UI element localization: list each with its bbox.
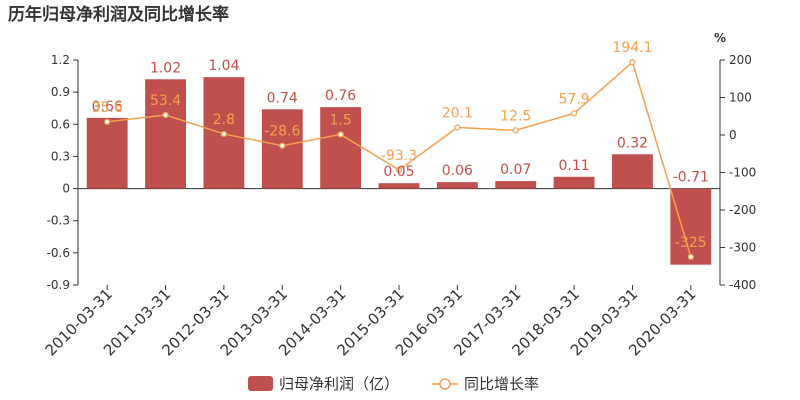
legend-line-marker <box>439 378 451 390</box>
growth-point <box>220 130 228 138</box>
legend: 归母净利润（亿） 同比增长率 <box>248 375 539 393</box>
right-axis-unit: % <box>714 31 726 45</box>
growth-point <box>687 253 694 260</box>
left-tick-label: 0.9 <box>51 85 70 99</box>
growth-value-label: -28.6 <box>264 124 300 140</box>
right-tick-label: 200 <box>729 53 752 67</box>
growth-point <box>337 131 344 138</box>
bar-value-label: 1.02 <box>150 60 181 76</box>
left-tick-label: 0.6 <box>51 117 70 131</box>
bar-value-label: 0.66 <box>92 99 123 115</box>
right-tick-label: -100 <box>729 166 756 180</box>
growth-value-label: 35.6 <box>92 100 123 116</box>
growth-point <box>512 127 519 134</box>
left-tick-label: 1.2 <box>51 53 70 67</box>
bar <box>670 188 712 265</box>
growth-point <box>454 124 461 131</box>
growth-line-series <box>104 59 694 260</box>
right-tick-label: 100 <box>729 91 752 105</box>
right-tick-label: 0 <box>729 128 737 142</box>
bar-value-label: 0.05 <box>383 164 414 180</box>
growth-value-label: 12.5 <box>500 108 531 124</box>
left-tick-label: -0.6 <box>47 246 70 260</box>
bar <box>320 107 362 189</box>
growth-value-label: 53.4 <box>150 93 181 109</box>
growth-point <box>395 166 403 174</box>
legend-bar-label: 归母净利润（亿） <box>279 375 399 393</box>
legend-bar-swatch <box>248 376 273 391</box>
bar <box>436 182 478 189</box>
bar <box>378 183 420 189</box>
bar <box>86 117 128 189</box>
bar-value-label: 0.76 <box>325 88 356 104</box>
growth-point <box>570 110 578 117</box>
right-tick-label: -200 <box>729 203 756 217</box>
bar <box>145 79 186 189</box>
growth-point <box>629 59 636 66</box>
bar-value-label: 0.74 <box>267 90 298 106</box>
legend-line-label: 同比增长率 <box>464 375 539 393</box>
growth-point <box>162 111 169 119</box>
bar-value-label: 1.04 <box>208 58 239 74</box>
growth-value-label: 2.8 <box>213 112 235 128</box>
bar-value-label: 0.07 <box>500 162 531 178</box>
growth-value-label: 57.9 <box>559 91 590 107</box>
left-tick-label: 0.3 <box>51 149 70 163</box>
bar <box>553 176 595 189</box>
bar-value-label: 0.06 <box>442 163 473 179</box>
growth-value-label: -93.3 <box>381 148 417 164</box>
bar <box>261 109 303 189</box>
bar-value-label: -0.71 <box>673 170 709 186</box>
right-tick-label: -300 <box>729 241 756 255</box>
growth-point <box>104 118 111 125</box>
chart-title: 历年归母净利润及同比增长率 <box>8 4 229 25</box>
left-tick-label: -0.3 <box>47 214 70 228</box>
right-tick-label: -400 <box>729 278 756 292</box>
left-tick-label: 0 <box>62 182 70 196</box>
bar <box>495 181 537 189</box>
bar-value-label: 0.11 <box>559 158 590 174</box>
left-tick-label: -0.9 <box>47 278 70 292</box>
bar-value-label: 0.32 <box>617 135 648 151</box>
data-labels: 0.66 1.02 1.04 0.74 0.76 0.05 0.06 0.07 0.11 0.32… <box>92 40 709 251</box>
bar <box>612 154 653 189</box>
growth-value-label: -325 <box>675 235 707 251</box>
growth-value-label: 20.1 <box>442 105 473 121</box>
growth-value-label: 1.5 <box>330 112 352 128</box>
growth-point <box>279 142 286 149</box>
growth-value-label: 194.1 <box>612 40 652 56</box>
